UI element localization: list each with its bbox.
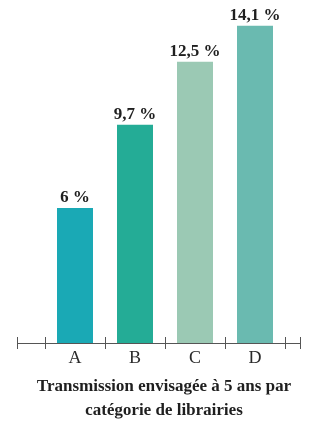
chart-title-line-1: Transmission envisagée à 5 ans par	[36, 376, 292, 395]
bar-a	[57, 208, 93, 343]
bar-c	[177, 61, 213, 343]
value-label-c: 12,5 %	[170, 41, 221, 60]
tick-label-a: A	[69, 347, 82, 367]
chart-title: Transmission envisagée à 5 ans par catég…	[0, 374, 328, 422]
bar-chart: 6 % 9,7 % 12,5 % 14,1 % A B C D	[17, 5, 301, 367]
tick-label-c: C	[189, 347, 201, 367]
bars-group	[57, 25, 273, 343]
value-label-a: 6 %	[60, 187, 90, 206]
tick-label-b: B	[129, 347, 141, 367]
value-label-b: 9,7 %	[114, 104, 157, 123]
x-axis	[17, 337, 301, 349]
value-label-d: 14,1 %	[230, 5, 281, 24]
bar-d	[237, 25, 273, 343]
tick-labels-group: A B C D	[69, 347, 262, 367]
chart-title-line-2: catégorie de librairies	[85, 400, 243, 419]
bar-b	[117, 124, 153, 343]
tick-label-d: D	[249, 347, 262, 367]
value-labels-group: 6 % 9,7 % 12,5 % 14,1 %	[60, 5, 280, 206]
